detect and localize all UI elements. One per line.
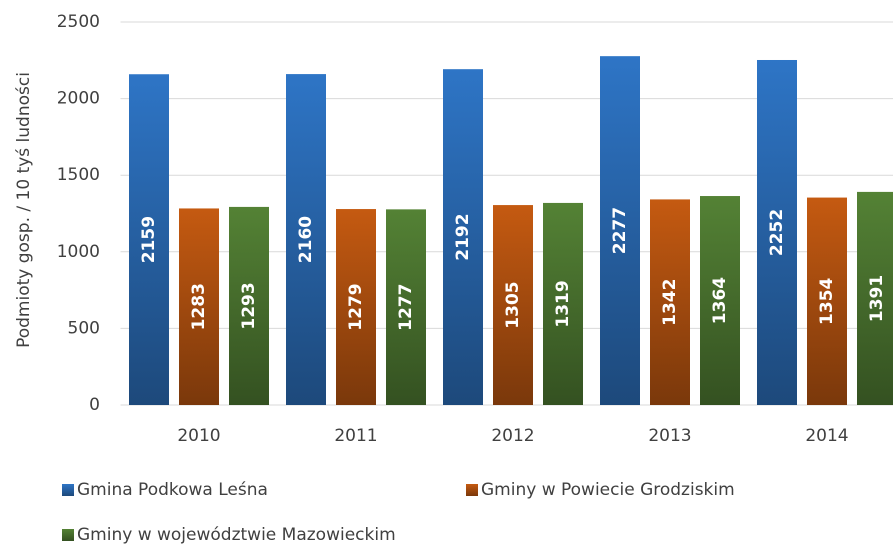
data-label: 1319: [553, 280, 573, 327]
legend-swatch: [62, 529, 74, 541]
legend-swatch: [62, 484, 74, 496]
legend-label: Gminy w Powiecie Grodziskim: [481, 480, 735, 500]
data-label: 2159: [139, 216, 159, 263]
bar: [700, 196, 740, 405]
x-tick-label: 2011: [334, 426, 377, 446]
y-axis-label: Podmioty gosp. / 10 tyś ludności: [14, 72, 34, 348]
data-label: 1283: [189, 283, 209, 330]
x-tick-label: 2010: [177, 426, 220, 446]
legend-label: Gmina Podkowa Leśna: [77, 480, 268, 500]
data-label: 1391: [867, 275, 887, 322]
bar: [443, 69, 483, 405]
data-label: 2160: [296, 216, 316, 263]
data-label: 2252: [767, 209, 787, 256]
bar: [757, 59, 797, 406]
bar: [857, 191, 893, 405]
x-tick-label: 2012: [491, 426, 534, 446]
data-label: 1293: [239, 282, 259, 329]
bar: [543, 202, 583, 405]
y-tick-label: 2500: [57, 12, 100, 32]
data-label: 1342: [660, 279, 680, 326]
data-label: 1305: [503, 281, 523, 328]
x-tick-label: 2014: [805, 426, 848, 446]
data-label: 1277: [396, 284, 416, 331]
bar: [229, 206, 269, 405]
y-tick-label: 500: [68, 318, 100, 338]
x-tick-label: 2013: [648, 426, 691, 446]
y-tick-label: 0: [89, 395, 100, 415]
bar: [129, 74, 169, 405]
bar: [600, 56, 640, 405]
data-label: 2192: [453, 213, 473, 260]
bar: [286, 74, 326, 405]
data-label: 1354: [817, 277, 837, 324]
bar: [650, 199, 690, 405]
data-label: 2277: [610, 207, 630, 254]
y-tick-label: 1500: [57, 165, 100, 185]
bar: [807, 197, 847, 405]
data-label: 1364: [710, 277, 730, 324]
legend-label: Gminy w województwie Mazowieckim: [77, 525, 396, 545]
data-label: 1279: [346, 283, 366, 330]
bar: [386, 209, 426, 405]
y-tick-label: 1000: [57, 242, 100, 262]
bar: [493, 205, 533, 405]
bar: [336, 209, 376, 405]
y-tick-label: 2000: [57, 89, 100, 109]
legend-swatch: [466, 484, 478, 496]
bar: [179, 208, 219, 405]
